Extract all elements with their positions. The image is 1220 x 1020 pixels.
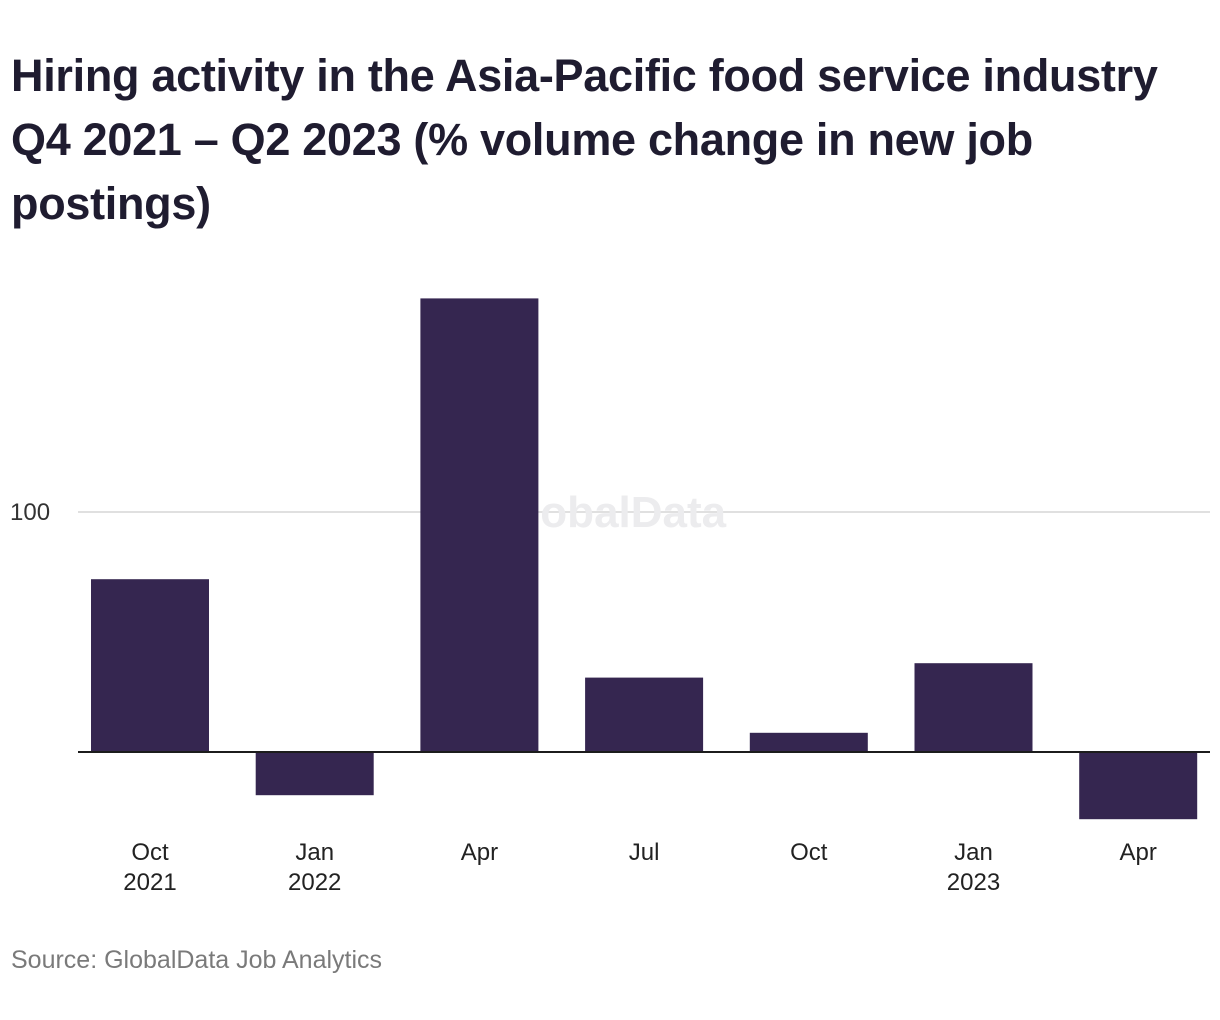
- x-tick-line: Apr: [1120, 839, 1157, 866]
- x-tick-line: Oct: [131, 839, 169, 866]
- x-tick-label: Jul: [629, 839, 660, 866]
- x-tick-label: Oct: [790, 839, 828, 866]
- bar-oct-4: [749, 732, 868, 752]
- bar-jan-2022-1: [255, 752, 374, 796]
- x-tick-line: 2023: [947, 869, 1000, 896]
- x-tick-line: Oct: [790, 839, 828, 866]
- x-tick-label: Apr: [1120, 839, 1157, 866]
- chart-title: Hiring activity in the Asia-Pacific food…: [11, 50, 1158, 229]
- x-tick-line: Jul: [629, 839, 660, 866]
- bar-oct-2021-0: [91, 579, 209, 752]
- x-tick-line: Apr: [461, 839, 498, 866]
- x-tick-line: 2021: [123, 869, 176, 896]
- x-axis-ticks: Oct 2021 Jan 2022 Apr Jul Oct Jan 2023 Apr: [123, 839, 1157, 896]
- x-tick-label: Jan 2023: [947, 839, 1000, 896]
- bar-apr-2: [420, 298, 539, 752]
- x-tick-label: Oct 2021: [123, 839, 176, 896]
- y-axis-ticks: 100: [10, 499, 50, 526]
- x-tick-label: Jan 2022: [288, 839, 341, 896]
- x-tick-line: Jan: [954, 839, 993, 866]
- source-note: Source: GlobalData Job Analytics: [11, 946, 383, 974]
- bar-jan-2023-5: [914, 663, 1033, 752]
- bar-jul-3: [585, 677, 704, 752]
- x-tick-label: Apr: [461, 839, 498, 866]
- bar-apr-6: [1079, 752, 1198, 820]
- x-tick-line: 2022: [288, 869, 341, 896]
- bars: [91, 298, 1198, 820]
- x-tick-line: Jan: [295, 839, 334, 866]
- y-tick-label: 100: [10, 499, 50, 526]
